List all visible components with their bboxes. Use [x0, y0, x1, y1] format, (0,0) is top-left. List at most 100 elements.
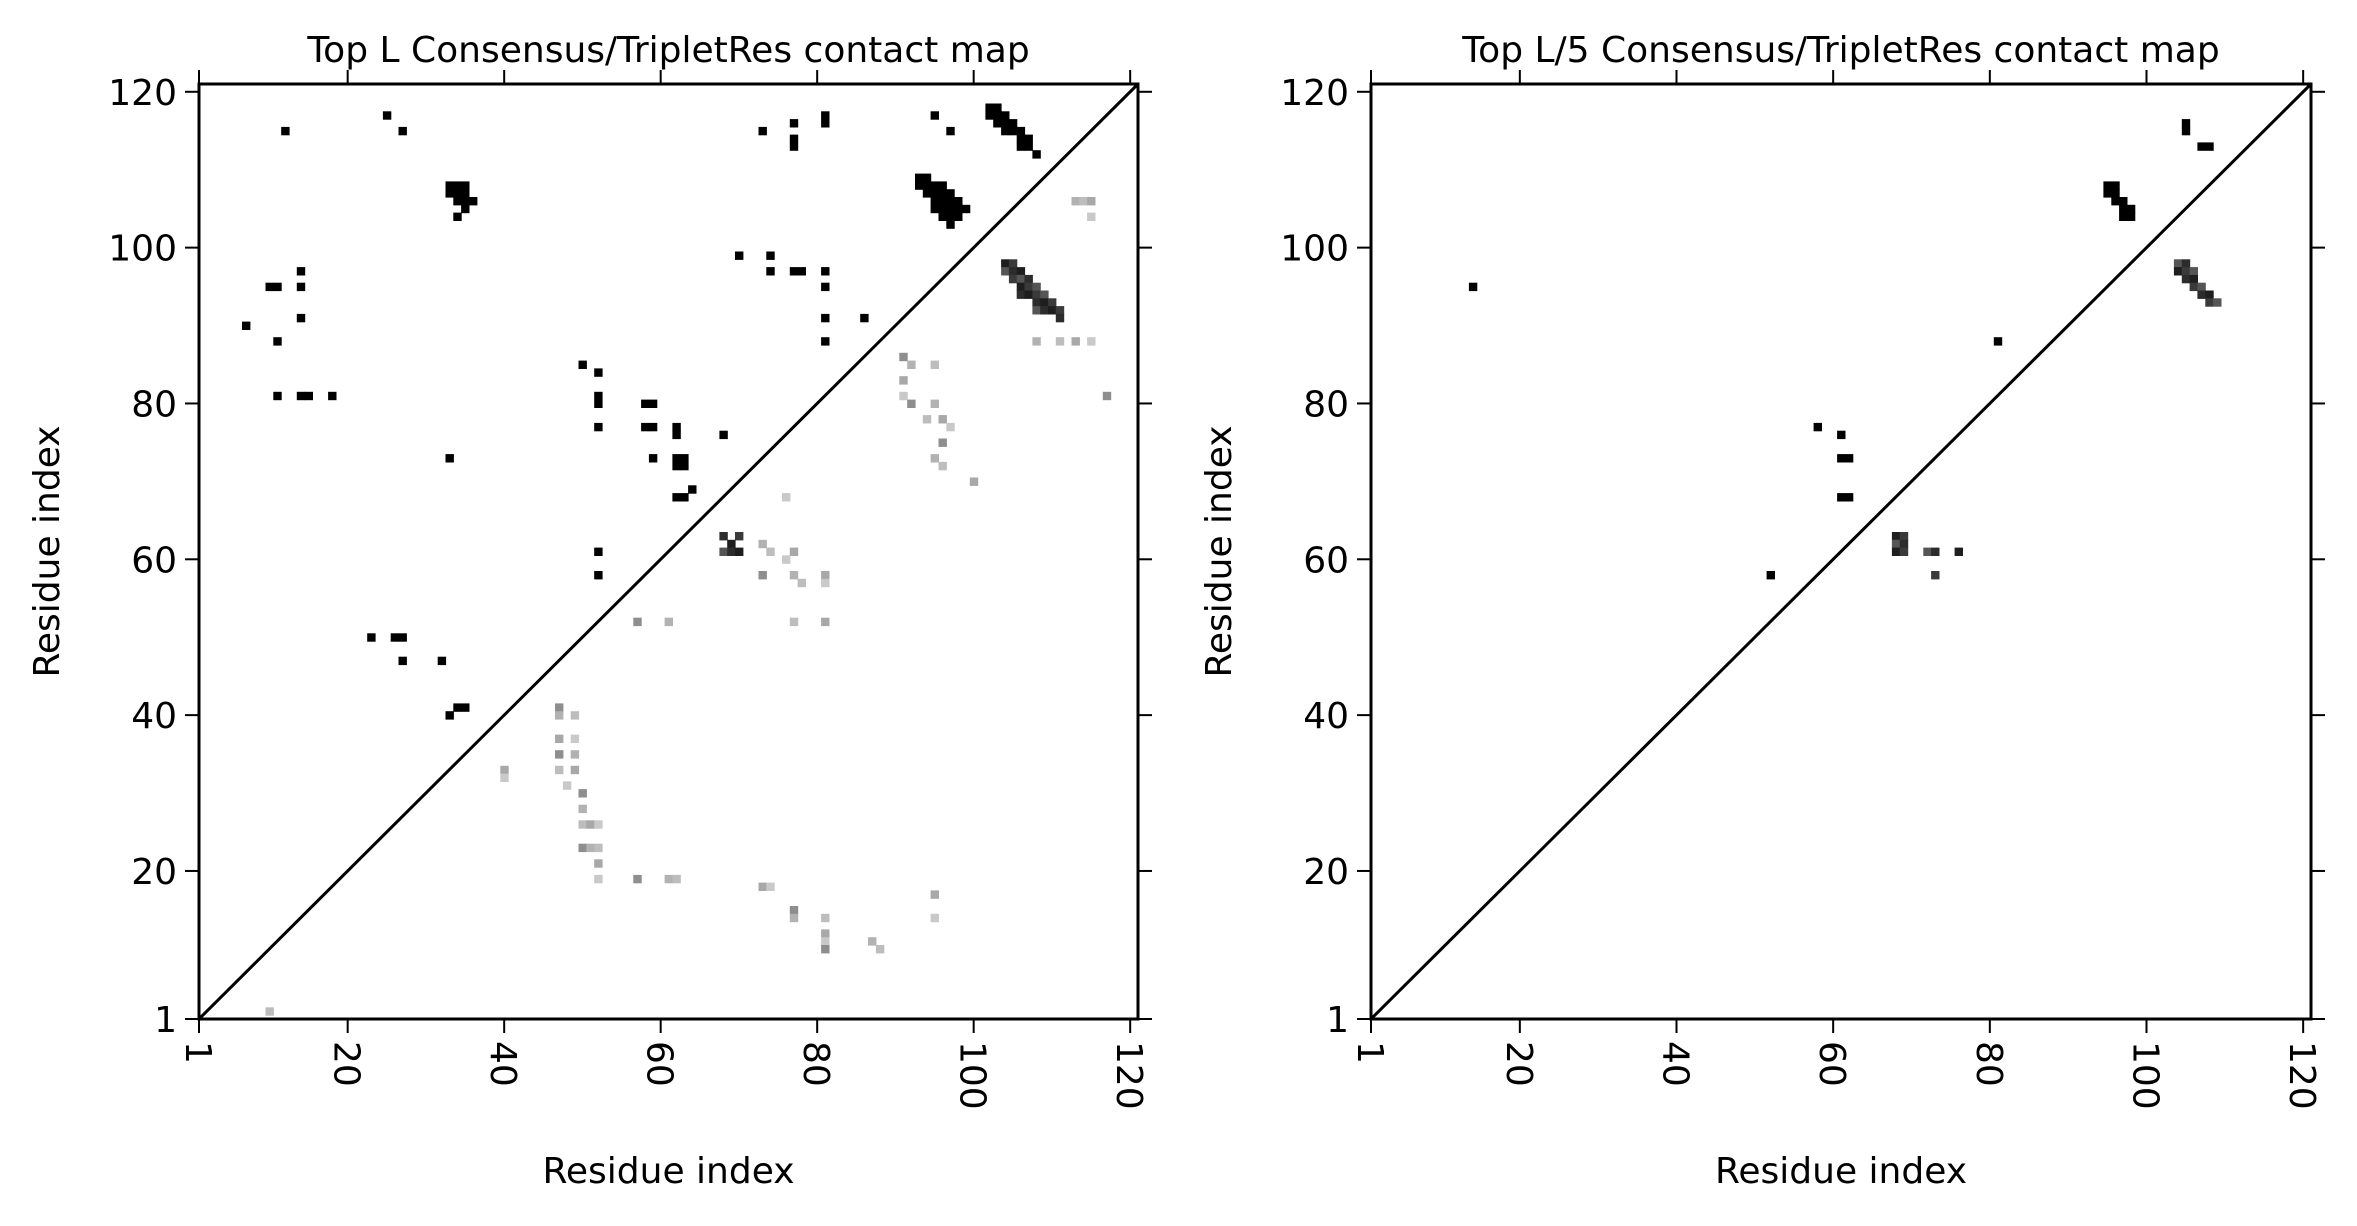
- true-contact-cell: [930, 890, 939, 899]
- predicted-contact-cell: [1008, 119, 1018, 128]
- predicted-contact-cell: [453, 181, 462, 190]
- predicted-contact-cell: [382, 111, 392, 120]
- true-contact-cell: [789, 906, 799, 915]
- true-contact-cell: [1008, 267, 1018, 276]
- predicted-contact-cell: [672, 422, 681, 432]
- true-contact-cell: [868, 937, 877, 946]
- true-contact-cell: [1931, 547, 1940, 556]
- predicted-contact-cell: [1008, 126, 1018, 136]
- predicted-contact-cell: [2181, 119, 2191, 128]
- true-contact-cell: [570, 711, 580, 720]
- true-contact-cell: [735, 547, 744, 556]
- predicted-contact-cell: [1001, 111, 1010, 120]
- true-contact-cell: [2189, 274, 2198, 284]
- true-contact-cell: [1024, 282, 1033, 292]
- predicted-contact-cell: [789, 142, 799, 151]
- predicted-contact-cell: [938, 189, 947, 198]
- true-contact-cell: [664, 617, 673, 627]
- y-axis-label: Residue index: [27, 425, 68, 677]
- plot-frame: [1369, 82, 2313, 1021]
- true-contact-cell: [1899, 539, 1909, 549]
- predicted-contact-cell: [946, 212, 955, 221]
- predicted-contact-cell: [648, 399, 658, 408]
- predicted-contact-cell: [946, 126, 955, 136]
- true-contact-cell: [821, 578, 830, 588]
- predicted-contact-cell: [1766, 571, 1775, 580]
- predicted-contact-cell: [296, 313, 306, 323]
- true-contact-cell: [782, 555, 791, 564]
- true-contact-cell: [1055, 313, 1065, 323]
- predicted-contact-cell: [672, 454, 681, 463]
- predicted-contact-cell: [961, 204, 971, 214]
- true-contact-cell: [1001, 267, 1010, 276]
- predicted-contact-cell: [789, 134, 799, 143]
- true-contact-cell: [938, 461, 947, 471]
- true-contact-cell: [1008, 259, 1018, 268]
- x-tick-label: 80: [1968, 1041, 2009, 1087]
- true-contact-cell: [758, 539, 767, 549]
- x-axis-label: Residue index: [542, 1151, 794, 1192]
- true-contact-cell: [570, 765, 580, 775]
- predicted-contact-cell: [461, 204, 470, 214]
- predicted-contact-cell: [993, 103, 1002, 112]
- true-contact-cell: [719, 547, 728, 556]
- predicted-contact-cell: [453, 703, 462, 712]
- predicted-contact-cell: [328, 391, 337, 401]
- predicted-contact-cell: [946, 189, 955, 198]
- true-contact-cell: [578, 804, 587, 814]
- contact-cells: [242, 103, 1112, 1016]
- predicted-contact-cell: [296, 282, 306, 292]
- true-contact-cell: [2189, 282, 2198, 292]
- true-contact-cell: [594, 843, 603, 853]
- true-contact-cell: [938, 415, 947, 424]
- predicted-contact-cell: [1993, 337, 2003, 346]
- predicted-contact-cell: [265, 282, 274, 292]
- true-contact-cell: [1891, 532, 1901, 541]
- true-contact-cell: [1024, 274, 1033, 284]
- predicted-contact-cell: [398, 656, 407, 666]
- true-contact-cell: [586, 820, 595, 829]
- predicted-contact-cell: [680, 461, 689, 471]
- true-contact-cell: [555, 711, 564, 720]
- true-contact-cell: [797, 578, 806, 588]
- true-contact-cell: [1071, 197, 1080, 206]
- true-contact-cell: [758, 571, 767, 580]
- predicted-contact-cell: [1837, 493, 1846, 502]
- true-contact-cell: [1016, 274, 1026, 284]
- true-contact-cell: [562, 781, 572, 790]
- y-tick-label: 80: [1303, 384, 1349, 425]
- true-contact-cell: [719, 532, 728, 541]
- true-contact-cell: [821, 617, 830, 627]
- predicted-contact-cell: [648, 422, 658, 432]
- predicted-contact-cell: [922, 181, 932, 190]
- true-contact-cell: [1102, 391, 1112, 401]
- true-contact-cell: [1032, 298, 1041, 307]
- true-contact-cell: [594, 820, 603, 829]
- true-contact-cell: [727, 547, 736, 556]
- true-contact-cell: [1899, 532, 1909, 541]
- true-contact-cell: [766, 882, 775, 891]
- predicted-contact-cell: [2119, 212, 2128, 221]
- true-contact-cell: [821, 937, 830, 946]
- true-contact-cell: [578, 820, 587, 829]
- predicted-contact-cell: [922, 173, 932, 182]
- predicted-contact-cell: [2205, 142, 2214, 151]
- predicted-contact-cell: [594, 422, 603, 432]
- true-contact-cell: [2181, 259, 2191, 268]
- true-contact-cell: [633, 874, 642, 884]
- predicted-contact-cell: [930, 197, 939, 206]
- predicted-contact-cell: [719, 430, 728, 440]
- true-contact-cell: [875, 945, 885, 954]
- true-contact-cell: [789, 571, 799, 580]
- true-contact-cell: [735, 532, 744, 541]
- true-contact-cell: [555, 750, 564, 759]
- x-tick-label: 120: [2281, 1041, 2322, 1110]
- predicted-contact-cell: [641, 422, 650, 432]
- x-tick-label: 100: [2125, 1041, 2166, 1110]
- true-contact-cell: [938, 438, 947, 447]
- predicted-contact-cell: [1032, 150, 1041, 159]
- predicted-contact-cell: [1468, 282, 1478, 292]
- predicted-contact-cell: [1024, 142, 1033, 151]
- predicted-contact-cell: [672, 493, 681, 502]
